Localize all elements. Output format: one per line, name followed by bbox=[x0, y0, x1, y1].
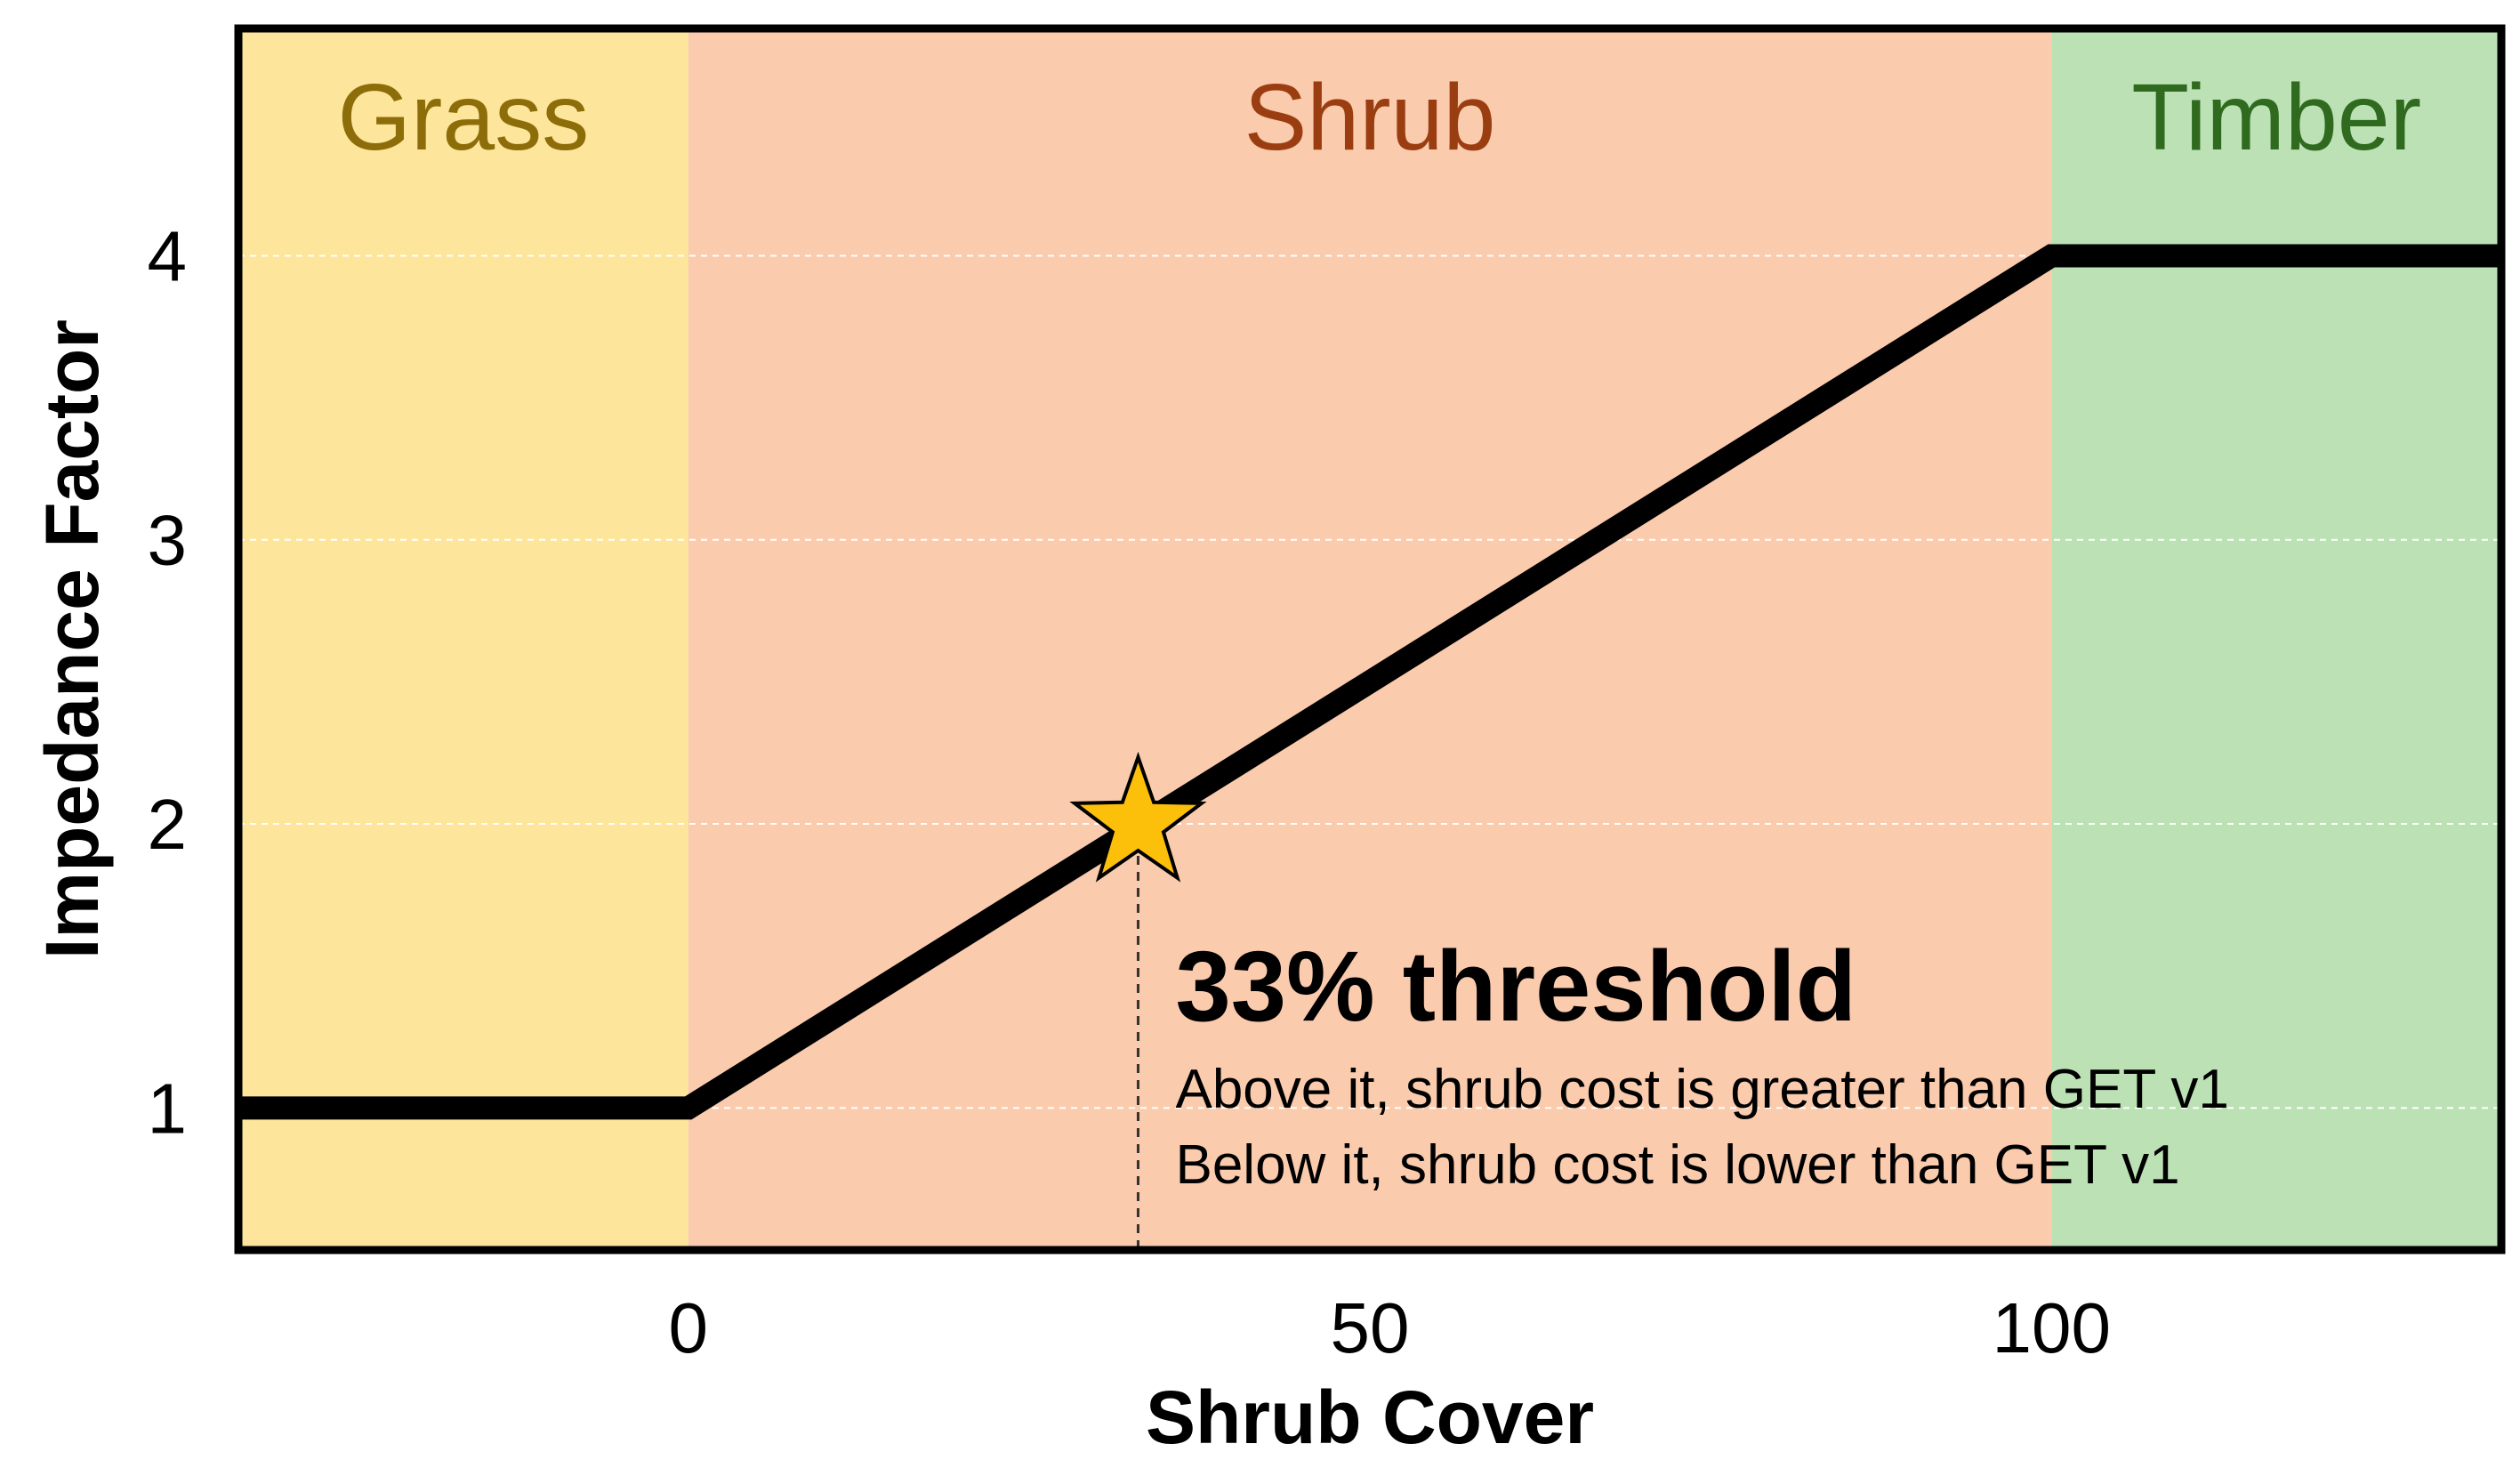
region-timber bbox=[2051, 28, 2501, 1250]
annotation-line-above: Above it, shrub cost is greater than GET… bbox=[1175, 1059, 2228, 1120]
x-tick-label: 100 bbox=[1993, 1288, 2111, 1367]
region-labels: Grass Shrub Timber bbox=[338, 65, 2422, 170]
region-label-grass: Grass bbox=[338, 65, 590, 170]
impedance-series-line bbox=[238, 244, 2501, 1120]
annotation-line-below: Below it, shrub cost is lower than GET v… bbox=[1175, 1134, 2179, 1196]
annotation-title: 33% threshold bbox=[1175, 931, 1856, 1042]
region-shrub bbox=[688, 28, 2052, 1250]
threshold-star-marker bbox=[1069, 751, 1207, 883]
y-axis-title: Impedance Factor bbox=[30, 319, 114, 959]
region-label-shrub: Shrub bbox=[1244, 65, 1496, 170]
y-tick-label: 2 bbox=[148, 785, 188, 864]
x-axis-ticks: 0 50 100 bbox=[668, 1288, 2111, 1367]
x-tick-label: 0 bbox=[668, 1288, 708, 1367]
region-label-timber: Timber bbox=[2131, 65, 2421, 170]
y-axis-ticks: 1 2 3 4 bbox=[148, 216, 188, 1148]
y-tick-label: 4 bbox=[148, 216, 188, 295]
region-backgrounds bbox=[238, 28, 2501, 1250]
y-tick-label: 3 bbox=[148, 501, 188, 580]
x-axis-title: Shrub Cover bbox=[1146, 1375, 1594, 1459]
region-grass bbox=[238, 28, 688, 1250]
plot-frame bbox=[234, 24, 2506, 1254]
y-tick-label: 1 bbox=[148, 1069, 188, 1148]
x-tick-label: 50 bbox=[1331, 1288, 1410, 1367]
